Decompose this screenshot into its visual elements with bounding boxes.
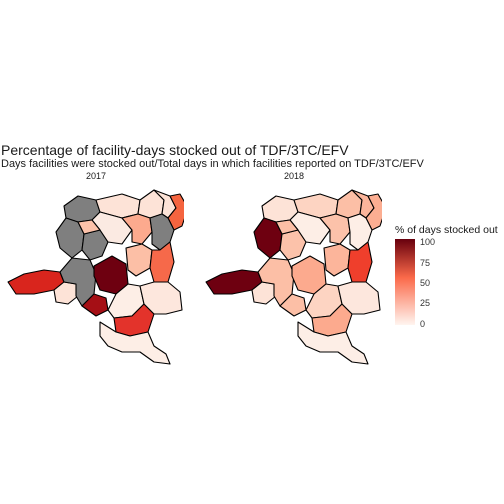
- region-centre-2: [275, 219, 299, 235]
- region-south-2: [139, 281, 183, 315]
- map-svg: [7, 189, 189, 365]
- region-south-3: [297, 321, 369, 365]
- region-kasai-central: [81, 293, 109, 317]
- legend-tick: 75: [420, 258, 431, 268]
- map-panel-2018: [202, 186, 387, 366]
- region-centre-1: [319, 213, 351, 245]
- region-kasai-central: [279, 293, 307, 317]
- legend-title: % of days stocked out: [395, 224, 498, 236]
- legend-tick: 25: [420, 298, 431, 308]
- region-north-east: [365, 193, 387, 231]
- region-east-2: [125, 243, 153, 277]
- panel-title-2018: 2018: [283, 171, 305, 181]
- legend-tick: 100: [420, 237, 436, 247]
- region-east-2: [323, 243, 351, 277]
- map-panel-2017: [4, 186, 189, 366]
- region-centre-2: [77, 219, 101, 235]
- map-subtitle: Days facilities were stocked out/Total d…: [1, 158, 424, 170]
- region-east-3: [347, 241, 373, 283]
- region-south-3: [99, 321, 171, 365]
- region-north-east: [167, 193, 189, 231]
- region-centre-1: [121, 213, 153, 245]
- region-east-3: [149, 241, 175, 283]
- map-svg: [205, 189, 387, 365]
- legend-tick: 50: [420, 278, 431, 288]
- legend-colorbar: [395, 239, 415, 325]
- region-kwilu: [59, 257, 97, 307]
- legend-tick: 0: [420, 319, 426, 329]
- panel-title-2017: 2017: [85, 171, 107, 181]
- region-south-2: [337, 281, 381, 315]
- region-kwilu: [257, 257, 295, 307]
- map-title: Percentage of facility-days stocked out …: [1, 142, 349, 158]
